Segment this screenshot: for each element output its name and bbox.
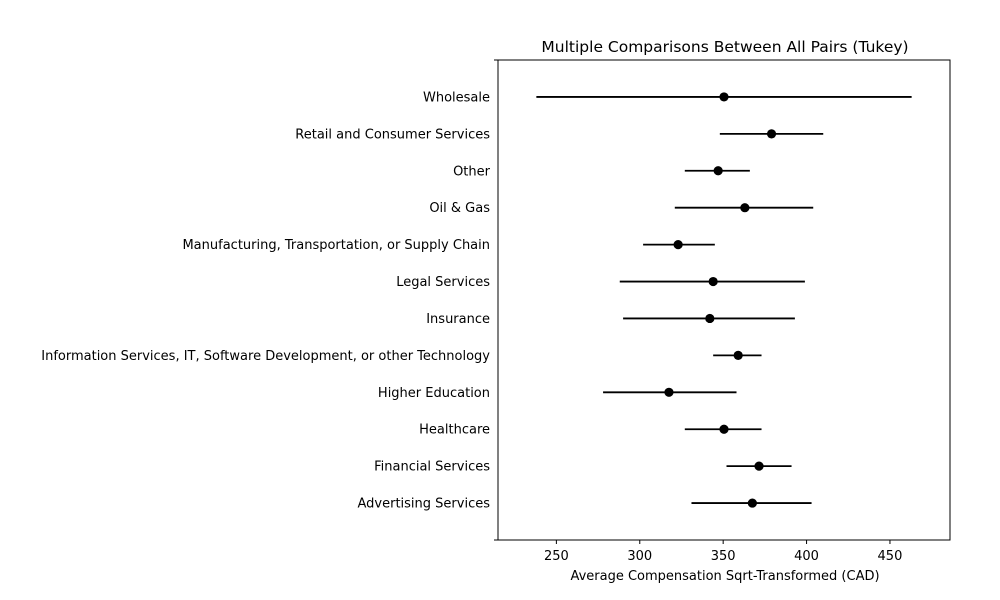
x-tick-label: 300 — [627, 549, 652, 564]
y-tick-label: Higher Education — [378, 386, 490, 401]
mean-point — [705, 313, 715, 324]
mean-point — [664, 387, 674, 397]
plot-area — [497, 59, 951, 541]
mean-point — [673, 240, 683, 250]
mean-point — [754, 461, 764, 471]
y-tick-label: Advertising Services — [358, 497, 491, 512]
mean-point — [719, 92, 729, 102]
x-tick-label: 450 — [878, 549, 903, 564]
y-axis: Wholesale Retail and Consumer Services Oth… — [41, 59, 498, 541]
x-axis-label: Average Compensation Sqrt-Transformed (C… — [570, 569, 879, 584]
y-tick-label: Retail and Consumer Services — [295, 127, 490, 142]
mean-point — [766, 129, 777, 139]
mean-point — [713, 166, 723, 176]
y-tick-label: Manufacturing, Transportation, or Supply… — [182, 238, 490, 253]
data-marks — [536, 92, 912, 508]
y-tick-label: Legal Services — [396, 275, 490, 290]
y-tick-label: Healthcare — [419, 423, 490, 438]
x-tick-label: 250 — [544, 549, 569, 564]
y-tick-label: Financial Services — [374, 460, 490, 475]
y-tick-label: Other — [453, 164, 491, 179]
y-tick-label: Information Services, IT, Software Devel… — [41, 349, 490, 364]
y-tick-label: Insurance — [426, 312, 490, 327]
x-tick-label: 400 — [794, 549, 819, 564]
mean-point — [708, 276, 718, 287]
y-tick-label: Oil & Gas — [429, 201, 490, 216]
x-tick-label: 350 — [711, 549, 736, 564]
mean-point — [719, 424, 729, 434]
chart-title: Multiple Comparisons Between All Pairs (… — [541, 38, 908, 56]
y-tick-label: Wholesale — [423, 90, 490, 105]
mean-point — [733, 350, 743, 360]
x-axis: 250 300 350 400 450 — [544, 540, 902, 564]
mean-point — [740, 203, 750, 213]
mean-point — [747, 498, 757, 508]
